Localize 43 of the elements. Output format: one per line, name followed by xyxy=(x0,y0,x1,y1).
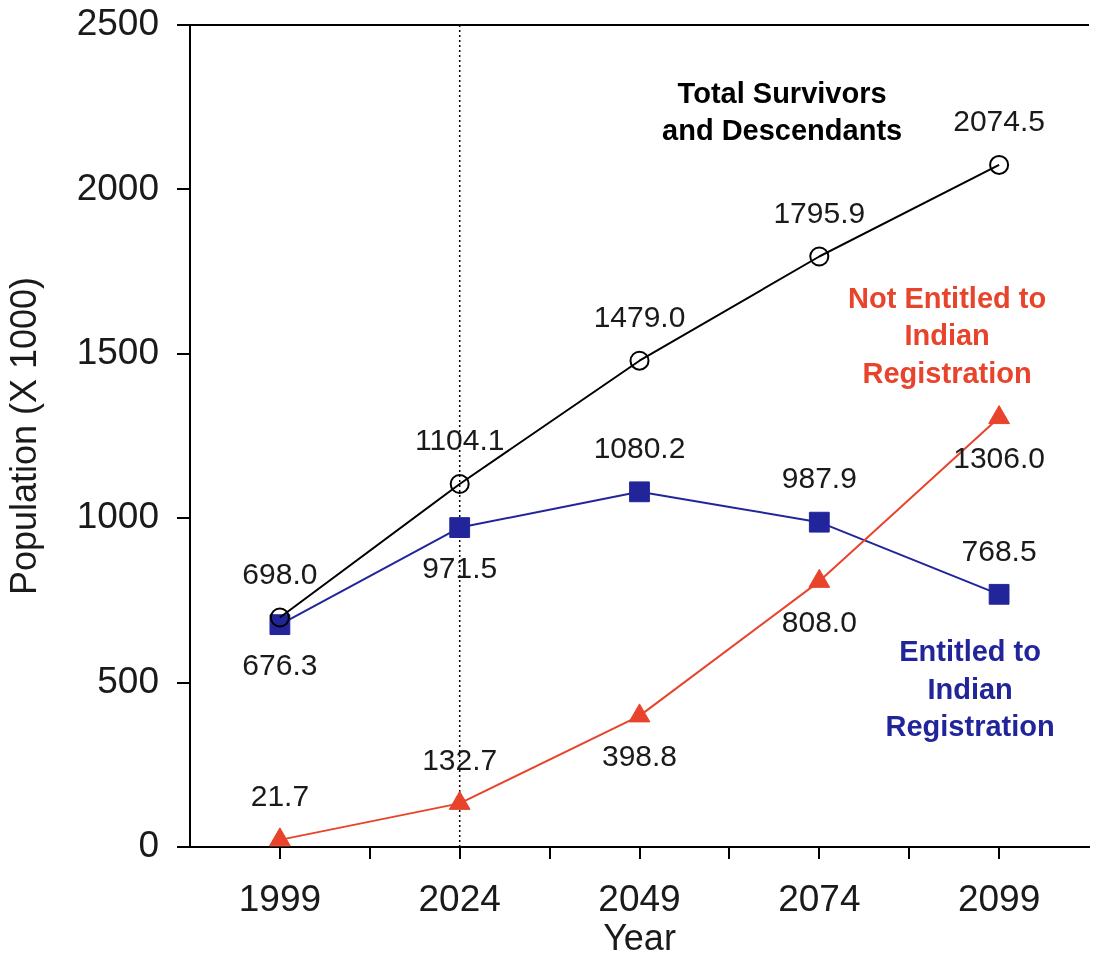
data-label: 1795.9 xyxy=(773,195,866,229)
point xyxy=(808,511,830,533)
y-tick-label: 2000 xyxy=(76,166,159,208)
y-tick-label: 0 xyxy=(138,824,159,866)
data-label: 1104.1 xyxy=(414,423,505,457)
text: Total Survivors and Descendants xyxy=(662,76,903,147)
y-tick-label: 500 xyxy=(97,659,159,701)
point xyxy=(269,607,290,628)
point xyxy=(629,481,650,503)
point xyxy=(988,583,1010,605)
data-label: 987.9 xyxy=(781,461,857,495)
point xyxy=(449,517,471,538)
y-tick-label: 1000 xyxy=(76,495,159,537)
series-label: Entitled to Indian Registration xyxy=(885,635,1055,743)
point xyxy=(448,790,471,810)
point xyxy=(989,154,1010,175)
data-label: 1306.0 xyxy=(953,440,1045,474)
y-tick-label: 1500 xyxy=(76,331,159,372)
point xyxy=(809,246,830,267)
data-label: 2074.5 xyxy=(953,104,1045,138)
data-label: 1080.2 xyxy=(593,431,686,465)
x-tick-label: 2024 xyxy=(418,878,501,920)
point xyxy=(269,827,291,847)
point xyxy=(629,350,650,371)
data-label: 971.5 xyxy=(422,550,498,584)
x-tick-label: 2074 xyxy=(778,878,861,920)
x-tick-label: 2049 xyxy=(598,878,681,920)
x-axis-title: Year xyxy=(603,917,676,959)
data-label: 398.8 xyxy=(601,739,678,773)
point xyxy=(628,703,651,723)
data-label: 132.7 xyxy=(422,742,498,776)
data-label: 21.7 xyxy=(250,779,310,813)
data-label: 698.0 xyxy=(242,556,318,590)
x-tick-label: 2099 xyxy=(957,878,1041,920)
x-tick-label: 1999 xyxy=(238,878,322,920)
data-label: 768.5 xyxy=(961,533,1037,567)
point xyxy=(449,473,470,494)
data-label: 676.3 xyxy=(242,647,318,681)
data-label: 1479.0 xyxy=(593,299,686,333)
y-tick-label: 2500 xyxy=(76,2,159,44)
series-label: Not Entitled to Indian Registration xyxy=(848,281,1047,389)
data-label: 808.0 xyxy=(781,604,857,638)
y-axis-title: Population (X 1000) xyxy=(2,276,44,596)
